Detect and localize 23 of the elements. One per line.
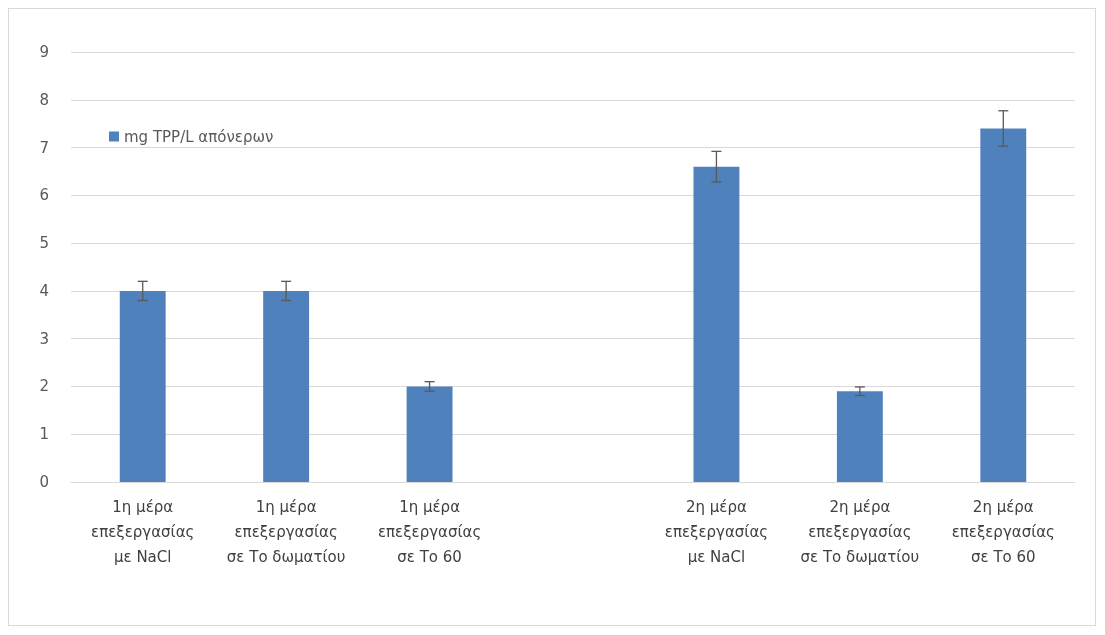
y-tick-label: 6 (39, 186, 49, 205)
bar (980, 128, 1027, 482)
y-tick-label: 5 (39, 234, 49, 253)
y-tick-label: 7 (39, 138, 49, 157)
y-tick-label: 0 (39, 473, 49, 491)
y-tick-label: 4 (39, 281, 49, 300)
y-tick-label: 2 (39, 377, 49, 396)
y-tick-label: 3 (39, 329, 49, 348)
y-tick-label: 9 (39, 43, 49, 61)
bar (119, 290, 166, 482)
bar (406, 386, 453, 482)
x-tick-label: 2η μέρα επεξεργασίας σε Το δωματίου (800, 497, 920, 566)
x-tick-label: 2η μέρα επεξεργασίας με NaCl (664, 497, 769, 566)
x-tick-label: 2η μέρα επεξεργασίας σε Το 60 (951, 497, 1055, 566)
y-tick-label: 8 (39, 90, 49, 109)
x-tick-label: 1η μέρα επεξεργασίας σε Το 60 (377, 497, 482, 566)
x-tick-label: 1η μέρα επεξεργασίας με NaCl (91, 497, 195, 566)
legend-label: mg TPP/L απόνερων (124, 127, 274, 146)
bar (693, 166, 740, 482)
bar (836, 391, 883, 482)
x-tick-label: 1η μέρα επεξεργασίας σε Το δωματίου (226, 497, 346, 566)
y-tick-label: 1 (39, 425, 49, 444)
bar (263, 290, 310, 482)
